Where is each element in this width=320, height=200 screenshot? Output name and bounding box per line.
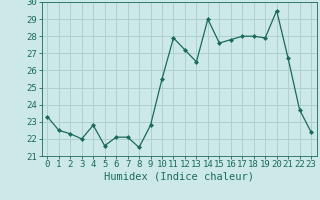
X-axis label: Humidex (Indice chaleur): Humidex (Indice chaleur) [104, 172, 254, 182]
